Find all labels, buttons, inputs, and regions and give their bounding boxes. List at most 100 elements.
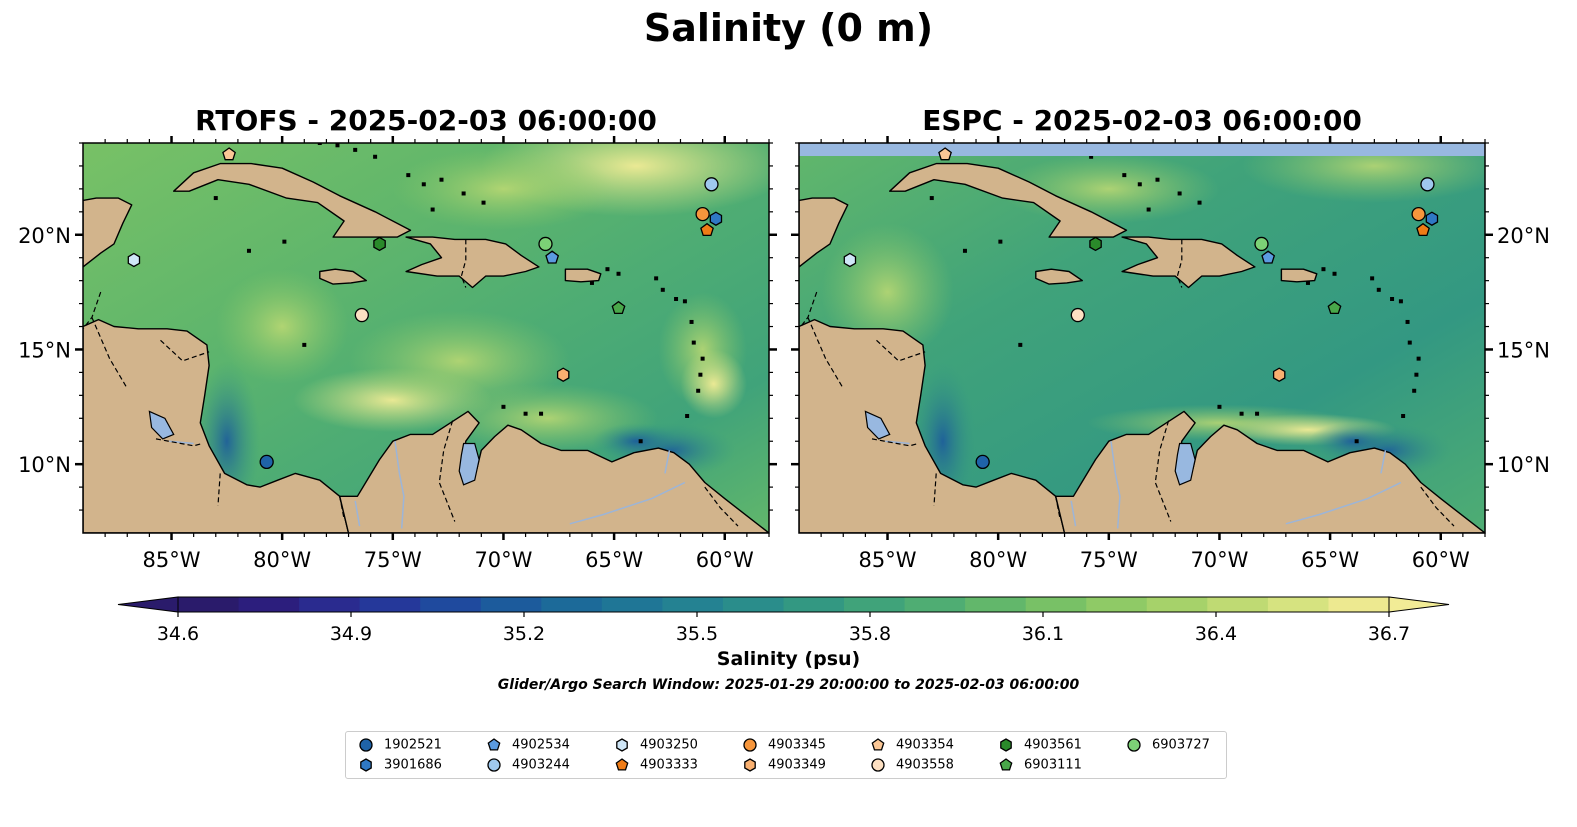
colorbar-segment [1146,597,1208,612]
float-marker-4903561 [1089,236,1102,252]
float-marker-4903345 [695,206,710,222]
small-island [1412,388,1417,393]
country-border [1154,420,1172,522]
small-island [962,248,967,253]
country-border [160,339,210,362]
float-marker-4903349 [1272,367,1286,382]
country-border [1420,486,1455,527]
small-island [1407,340,1412,345]
small-island [1122,173,1127,178]
small-island [1155,177,1160,182]
small-island [213,196,218,201]
small-island [1217,404,1222,409]
small-island [439,177,444,182]
legend-label: 4903345 [768,737,826,753]
lon-tick-label: 85°W [859,548,917,572]
small-island [246,248,251,253]
legend-item-4903354: 4903354 [870,737,954,754]
lat-tick-label: 15°N [18,338,71,362]
colorbar: 34.6 34.9 35.2 35.5 35.8 36.1 36.4 36.7 [117,596,1450,645]
lat-tick-label: 20°N [1497,224,1550,248]
small-island [1354,439,1359,444]
colorbar-segment [1025,597,1087,612]
float-marker-4903349 [556,367,570,382]
legend-item-3901686: 3901686 [358,757,442,774]
small-island [698,372,703,377]
salinity-maps: 85°W 80°W 75°W 70°W 65°W 60°W 20°N 15°N 10°N 85°… [18,136,1550,645]
country-border [1176,239,1183,288]
colorbar-extend-high [1388,596,1450,613]
legend-marker-6903727 [1127,738,1141,752]
salty-water-patch [392,147,615,231]
land-hispaniola [405,236,540,289]
land-cuba [173,162,412,238]
small-island [589,280,594,285]
country-border [807,317,844,389]
country-border [155,438,203,447]
small-island [501,404,506,409]
small-island [654,276,659,281]
colorbar-segment [662,597,724,612]
float-marker-4903354 [938,147,952,161]
legend-marker-3901686 [360,758,372,772]
colorbar-tick-label: 36.4 [1195,623,1237,645]
small-island [317,143,322,145]
legend-item-6903111: 6903111 [998,757,1082,774]
colorbar-tick-label: 34.9 [330,623,372,645]
float-marker-4903333 [1416,222,1430,237]
colorbar-segment [1207,597,1269,612]
small-island [1255,411,1260,416]
small-island [1305,280,1310,285]
legend-marker [1127,738,1141,752]
small-island [481,200,486,205]
small-island [674,297,679,301]
float-marker-1902521 [975,454,990,470]
legend-marker [1000,738,1012,752]
small-island [1376,287,1381,292]
country-border [217,473,221,506]
small-island [1177,191,1182,196]
small-island [1089,154,1094,159]
country-border [871,438,919,447]
legend-marker [360,758,372,772]
small-island [1370,276,1375,281]
legend-marker-4903333 [615,758,629,771]
river [1285,481,1402,525]
small-island [1414,372,1419,377]
small-island [689,319,694,324]
river [569,481,686,525]
small-island [430,207,435,212]
legend-marker-4903561 [1000,738,1012,752]
legend-marker-4903349 [744,758,756,772]
legend-marker [487,738,501,751]
legend-marker-4903345 [743,738,757,752]
legend-marker [871,758,885,772]
colorbar-segment [178,597,240,612]
lon-tick-label: 75°W [364,548,422,572]
float-marker-4903250 [127,252,141,268]
legend-marker-1902521 [359,738,373,752]
land-central-america [83,318,350,533]
legend-marker-4903244 [487,758,501,772]
float-marker-3901686 [709,211,723,226]
small-island [1416,356,1421,361]
float-marker-4902534 [1261,250,1276,264]
colorbar-segment [844,597,906,612]
lat-tick-label: 10°N [18,453,71,477]
colorbar-segment [541,597,603,612]
legend-marker [359,738,373,752]
small-island [302,342,307,347]
salty-water-patch [680,349,747,419]
legend-item-4903345: 4903345 [742,737,826,754]
float-marker-4903244 [704,177,719,192]
legend-label: 4903244 [512,757,570,773]
colorbar-frame [177,596,1390,613]
legend-label: 4903333 [640,757,698,773]
country-border [1055,496,1061,520]
legend-label: 4903349 [768,757,826,773]
small-island [1321,267,1326,272]
river [664,450,671,474]
small-island [616,271,621,276]
small-island [638,439,643,444]
land-cuba [889,162,1128,238]
